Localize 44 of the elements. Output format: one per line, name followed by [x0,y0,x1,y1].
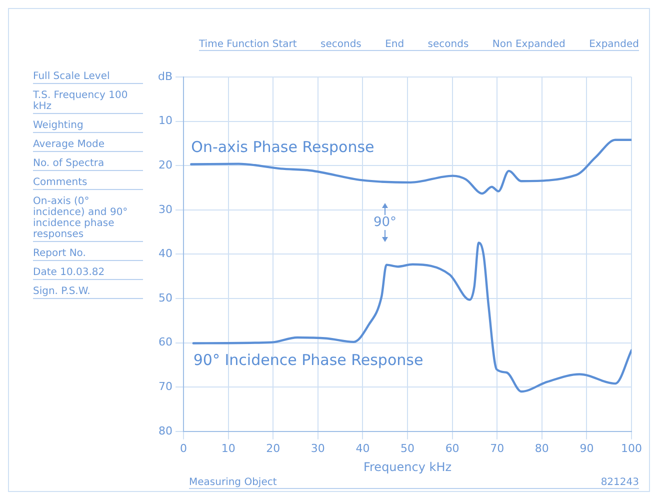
x-tick-label: 90 [580,442,594,455]
x-axis-title: Frequency kHz [363,460,452,474]
y-tick-label: 20 [158,158,173,172]
text: Measuring Object [189,477,277,488]
text: Time Function Start [199,39,297,50]
annotation: 90° [373,215,397,230]
text: Non Expanded [492,39,566,50]
text: seconds [320,39,362,50]
line-series [192,242,632,393]
y-tick-label: dB [158,70,173,83]
series-label: On-axis Phase Response [191,138,374,156]
y-tick-label: 30 [158,202,173,216]
x-tick-label: 30 [310,442,325,455]
text: On-axis (0° incidence) and 90° incidence phase responses [33,196,143,242]
y-tick-label: 40 [158,247,173,260]
x-tick-label: 20 [266,442,280,455]
y-tick-label: 70 [158,380,173,393]
y-tick-label: 50 [158,291,173,304]
text: No. of Spectra [33,158,143,171]
series-label: 90° Incidence Phase Response [193,351,424,370]
text: Sign. P.S.W. [33,286,143,299]
text: Full Scale Level [33,71,143,84]
x-tick-label: 0 [180,442,188,455]
text: Report No. [33,248,143,261]
text: Comments [33,177,143,190]
y-tick-label: 60 [158,336,173,349]
y-tick-label: 80 [158,424,173,438]
text: T.S. Frequency 100 kHz [33,90,143,114]
x-tick-label: 40 [356,442,370,455]
x-tick-label: 60 [445,442,460,455]
text: Average Mode [33,139,143,152]
text: 821243 [600,477,639,488]
x-tick-label: 100 [621,442,642,455]
text: End [385,39,404,50]
x-tick-label: 10 [221,442,236,455]
text: seconds [428,39,469,50]
x-tick-label: 80 [534,442,549,455]
text: Expanded [589,39,639,50]
x-tick-label: 70 [490,442,504,455]
line-series [190,138,632,195]
text: Weighting [33,120,143,133]
y-tick-label: 10 [158,114,173,128]
text: Date 10.03.82 [33,267,143,280]
x-tick-label: 50 [400,442,415,455]
